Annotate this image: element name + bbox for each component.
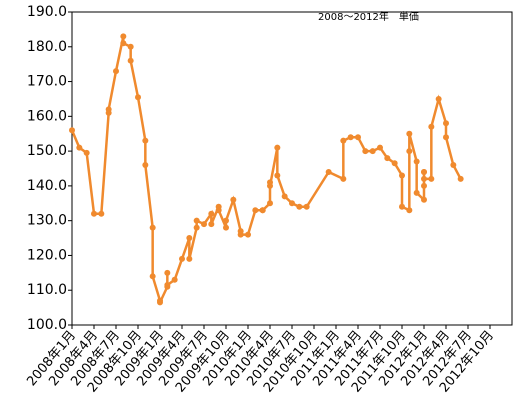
data-point xyxy=(355,134,361,141)
annotation: 2008～2012年 単価 xyxy=(318,10,419,23)
data-point xyxy=(245,231,251,238)
data-point xyxy=(406,148,413,155)
y-tick-label: 160.0 xyxy=(27,108,67,124)
y-tick-label: 150.0 xyxy=(27,143,67,159)
data-point xyxy=(267,200,273,207)
data-point xyxy=(83,149,90,156)
data-point xyxy=(340,175,347,182)
data-point xyxy=(142,162,149,169)
data-point xyxy=(421,182,427,189)
data-point xyxy=(179,255,185,262)
data-point xyxy=(127,57,134,64)
data-point xyxy=(443,134,449,141)
data-point xyxy=(164,282,171,289)
data-point xyxy=(274,172,281,179)
data-point xyxy=(421,196,427,203)
data-point xyxy=(186,235,193,242)
plot-frame xyxy=(71,11,513,326)
data-point xyxy=(149,273,156,280)
y-tick-label: 180.0 xyxy=(27,39,67,55)
data-point xyxy=(91,210,97,217)
data-point xyxy=(98,210,105,217)
data-point xyxy=(428,175,435,182)
data-point xyxy=(435,95,442,102)
y-tick-label: 130.0 xyxy=(27,213,67,229)
data-point xyxy=(289,200,295,207)
y-tick-label: 110.0 xyxy=(27,282,67,298)
data-point xyxy=(127,43,134,50)
data-point xyxy=(274,144,281,151)
data-point xyxy=(450,162,457,169)
data-point xyxy=(135,94,141,101)
data-point xyxy=(406,130,413,137)
data-point xyxy=(186,255,193,262)
data-point xyxy=(149,224,156,231)
data-point xyxy=(193,224,200,231)
data-point xyxy=(413,189,420,196)
data-point xyxy=(193,217,200,224)
y-tick-label: 170.0 xyxy=(27,74,67,90)
data-line xyxy=(70,36,462,303)
data-point xyxy=(208,221,215,228)
data-point xyxy=(391,160,398,167)
data-point xyxy=(237,231,244,238)
y-tick-label: 140.0 xyxy=(27,178,67,194)
data-point xyxy=(347,134,354,141)
data-point xyxy=(362,148,369,155)
data-point xyxy=(296,203,303,210)
data-point xyxy=(208,210,215,217)
data-point xyxy=(252,207,259,214)
data-point xyxy=(457,175,464,182)
data-point xyxy=(267,182,273,189)
data-point xyxy=(259,207,266,214)
data-point xyxy=(421,168,427,175)
y-tick-label: 100.0 xyxy=(27,317,67,333)
data-point xyxy=(281,193,288,200)
data-point xyxy=(406,207,413,214)
data-point xyxy=(369,148,376,155)
data-point xyxy=(413,158,420,165)
data-point xyxy=(223,217,229,224)
data-point xyxy=(215,207,222,214)
data-point xyxy=(76,144,83,151)
data-point xyxy=(428,123,435,130)
data-point xyxy=(113,68,119,75)
data-point xyxy=(120,40,127,47)
data-point xyxy=(384,155,391,162)
data-point xyxy=(157,299,163,306)
data-point xyxy=(201,221,207,228)
data-point xyxy=(399,172,405,179)
data-point xyxy=(340,137,347,144)
data-point xyxy=(171,276,178,283)
data-point xyxy=(223,224,229,231)
data-point xyxy=(303,203,310,210)
data-point xyxy=(69,127,75,134)
data-point xyxy=(120,33,127,40)
y-tick-label: 120.0 xyxy=(27,247,67,263)
data-point xyxy=(142,137,149,144)
data-point xyxy=(399,203,405,210)
data-point xyxy=(325,168,332,175)
data-point xyxy=(105,106,112,113)
data-point xyxy=(421,175,427,182)
data-point xyxy=(443,120,449,127)
y-tick-label: 190.0 xyxy=(27,4,67,20)
data-point xyxy=(164,269,171,276)
data-point xyxy=(377,144,383,151)
data-point xyxy=(230,196,237,203)
